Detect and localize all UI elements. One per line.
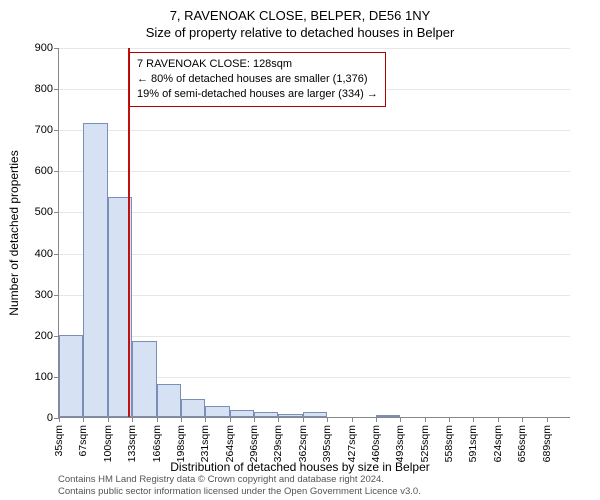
y-axis-label: Number of detached properties [7, 150, 21, 315]
ytick-label: 900 [35, 42, 53, 54]
chart-area: 010020030040050060070080090035sqm67sqm10… [58, 48, 570, 418]
ytick-mark [54, 48, 59, 49]
gridline [59, 295, 570, 296]
ytick-label: 800 [35, 83, 53, 95]
gridline [59, 171, 570, 172]
ytick-label: 200 [35, 330, 53, 342]
plot-area: 010020030040050060070080090035sqm67sqm10… [58, 48, 570, 418]
xtick-mark [108, 417, 109, 422]
ytick-label: 100 [35, 371, 53, 383]
ytick-mark [54, 212, 59, 213]
xtick-label: 591sqm [467, 425, 479, 462]
xtick-mark [181, 417, 182, 422]
xtick-label: 264sqm [224, 425, 236, 462]
histogram-bar [132, 341, 156, 417]
footer-line: Contains HM Land Registry data © Crown c… [58, 474, 421, 486]
xtick-label: 198sqm [175, 425, 187, 462]
xtick-label: 231sqm [199, 425, 211, 462]
xtick-mark [547, 417, 548, 422]
xtick-label: 296sqm [248, 425, 260, 462]
histogram-bar [205, 406, 229, 418]
histogram-bar [157, 384, 181, 417]
annotation-line: 19% of semi-detached houses are larger (… [137, 87, 378, 102]
gridline [59, 336, 570, 337]
xtick-label: 100sqm [102, 425, 114, 462]
ytick-mark [54, 295, 59, 296]
xtick-mark [352, 417, 353, 422]
ytick-label: 700 [35, 124, 53, 136]
xtick-label: 656sqm [516, 425, 528, 462]
xtick-mark [425, 417, 426, 422]
xtick-label: 362sqm [297, 425, 309, 462]
ytick-mark [54, 254, 59, 255]
xtick-label: 624sqm [492, 425, 504, 462]
xtick-mark [230, 417, 231, 422]
xtick-mark [157, 417, 158, 422]
xtick-label: 427sqm [346, 425, 358, 462]
xtick-label: 493sqm [394, 425, 406, 462]
xtick-mark [473, 417, 474, 422]
chart-title-line1: 7, RAVENOAK CLOSE, BELPER, DE56 1NY [0, 0, 600, 23]
annotation-line: ← 80% of detached houses are smaller (1,… [137, 72, 378, 87]
ytick-mark [54, 171, 59, 172]
ytick-label: 300 [35, 289, 53, 301]
xtick-mark [449, 417, 450, 422]
gridline [59, 212, 570, 213]
histogram-bar [59, 335, 83, 417]
histogram-bar [376, 415, 400, 417]
xtick-label: 35sqm [53, 425, 65, 457]
histogram-bar [278, 414, 302, 417]
annotation-line: 7 RAVENOAK CLOSE: 128sqm [137, 57, 378, 72]
footer-line: Contains public sector information licen… [58, 486, 421, 498]
xtick-mark [376, 417, 377, 422]
histogram-bar [83, 123, 107, 417]
xtick-mark [59, 417, 60, 422]
xtick-label: 689sqm [541, 425, 553, 462]
histogram-bar [303, 412, 327, 417]
histogram-bar [181, 399, 205, 418]
xtick-label: 166sqm [151, 425, 163, 462]
ytick-label: 600 [35, 165, 53, 177]
xtick-label: 395sqm [321, 425, 333, 462]
xtick-mark [400, 417, 401, 422]
xtick-label: 525sqm [419, 425, 431, 462]
ytick-label: 0 [47, 412, 53, 424]
xtick-mark [303, 417, 304, 422]
ytick-mark [54, 89, 59, 90]
x-axis-label: Distribution of detached houses by size … [170, 460, 429, 474]
footer-attribution: Contains HM Land Registry data © Crown c… [58, 474, 421, 498]
chart-title-line2: Size of property relative to detached ho… [0, 23, 600, 40]
xtick-mark [254, 417, 255, 422]
xtick-mark [278, 417, 279, 422]
xtick-label: 329sqm [272, 425, 284, 462]
xtick-label: 460sqm [370, 425, 382, 462]
xtick-label: 558sqm [443, 425, 455, 462]
gridline [59, 48, 570, 49]
histogram-bar [254, 412, 278, 417]
xtick-mark [498, 417, 499, 422]
gridline [59, 130, 570, 131]
histogram-bar [230, 410, 254, 417]
xtick-mark [83, 417, 84, 422]
xtick-label: 67sqm [77, 425, 89, 457]
xtick-mark [522, 417, 523, 422]
xtick-label: 133sqm [126, 425, 138, 462]
annotation-box: 7 RAVENOAK CLOSE: 128sqm ← 80% of detach… [129, 52, 386, 107]
ytick-label: 400 [35, 248, 53, 260]
xtick-mark [205, 417, 206, 422]
gridline [59, 254, 570, 255]
xtick-mark [132, 417, 133, 422]
xtick-mark [327, 417, 328, 422]
ytick-mark [54, 130, 59, 131]
ytick-label: 500 [35, 206, 53, 218]
